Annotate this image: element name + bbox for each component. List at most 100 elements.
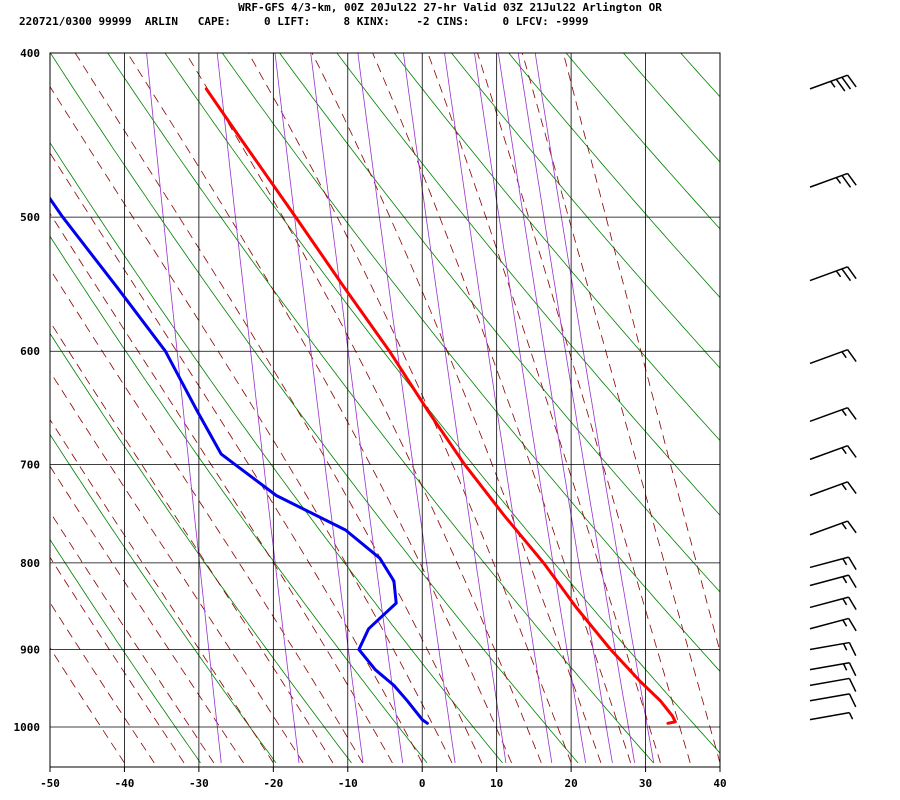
wind-barb-feather [848,678,857,692]
moist-adiabat [50,268,364,764]
wind-barb [809,617,857,632]
wind-barb-staff [809,574,849,587]
dry-adiabat [50,141,503,764]
wind-barb-staff [809,406,848,423]
wind-barb-half-feather [842,643,848,651]
wind-barb [809,596,857,610]
wind-barb-feather [848,662,857,677]
wind-barb-staff [809,444,848,461]
wind-barb [809,266,857,282]
mixing-ratio-line [444,53,553,763]
wind-barb [809,693,857,708]
x-tick-label: -20 [263,777,283,790]
wind-barb-feather [846,349,857,362]
dry-adiabat [393,53,720,442]
x-tick-label: -30 [189,777,209,790]
plot-frame [49,52,721,768]
mixing-ratio-line [402,53,507,763]
sounding-indices: 220721/0300 99999 ARLIN CAPE: 0 LIFT: 8 … [19,15,589,28]
mixing-ratio-line [274,53,364,763]
wind-barb-feather [846,172,857,186]
y-tick-label: 800 [20,557,40,570]
wind-barb-half-feather [848,712,854,720]
dry-adiabat [164,53,720,754]
wind-barbs [809,74,857,721]
wind-barb-feather [846,74,857,88]
wind-barb [809,661,857,677]
dry-adiabat [760,15,900,763]
moist-adiabat [372,53,632,764]
dry-adiabat [50,332,352,764]
wind-barb [809,172,857,188]
pressure-tick-labels: 400 500 600 700 800 900 1000 [14,47,41,734]
wind-barb-feather [847,574,857,589]
dry-adiabat [50,538,201,764]
wind-barb-feather [848,693,857,708]
moist-adiabat [50,212,393,764]
x-tick-label: 30 [639,777,652,790]
wind-barb-staff [809,596,849,609]
x-tick-label: 0 [419,777,426,790]
mixing-ratio-line [474,53,586,763]
wind-barb [809,711,854,721]
wind-barb-feather [835,78,846,92]
wind-barb-half-feather [835,177,842,184]
dewpoint-profile [50,196,429,725]
wind-barb-staff [809,172,848,188]
wind-barb [809,481,857,497]
y-tick-label: 400 [20,47,40,60]
wind-barb [809,444,857,461]
wind-barb-staff [809,481,848,497]
wind-barb-feather [847,556,857,570]
moist-adiabat [50,418,274,764]
reference-lines [50,15,900,764]
mixing-ratio-line [357,53,456,763]
moist-adiabat [185,53,542,764]
moist-adiabat [50,647,125,764]
dry-adiabat [704,15,900,763]
moist-adiabat [247,53,572,764]
grid-lines [50,53,720,767]
wind-barb-staff [809,520,848,536]
wind-barb-half-feather [842,576,848,584]
moist-adiabat [50,601,155,764]
moist-adiabat [562,53,720,654]
dry-adiabat [565,53,720,230]
wind-barb-half-feather [842,598,848,606]
wind-barb-feather [848,642,857,656]
wind-barb [809,574,857,589]
x-tick-label: 10 [490,777,503,790]
wind-barb-feather [846,407,857,420]
dry-adiabat [508,53,720,299]
wind-barb [809,74,857,92]
mixing-ratio-line [216,53,300,763]
wind-barb [809,677,857,692]
dry-adiabat [221,53,720,672]
mixing-ratio-line [534,53,655,763]
wind-barb [809,556,857,570]
mixing-ratio-line [310,53,404,763]
wind-barb-staff [809,693,850,702]
wind-barb-half-feather [841,447,847,455]
wind-barb-half-feather [830,80,836,88]
wind-barb-feather [847,618,857,632]
wind-barb-half-feather [842,619,848,627]
wind-barb-feather [846,520,857,534]
moist-adiabat [477,53,691,764]
x-tick-label: -10 [338,777,358,790]
wind-barb-staff [809,74,848,90]
moist-adiabat [74,53,483,764]
wind-barb-feather [841,76,852,90]
moist-adiabat [311,53,602,764]
x-tick-label: -50 [40,777,60,790]
x-tick-label: 40 [713,777,726,790]
wind-barb-half-feather [842,558,848,566]
wind-barb-feather [841,175,852,188]
wind-barb-staff [809,556,849,569]
wind-barb-staff [809,711,850,721]
moist-adiabat [50,152,423,764]
dry-adiabat [50,235,428,764]
wind-barb-staff [809,266,848,282]
profile-series [50,87,677,725]
dry-adiabat [680,53,720,98]
